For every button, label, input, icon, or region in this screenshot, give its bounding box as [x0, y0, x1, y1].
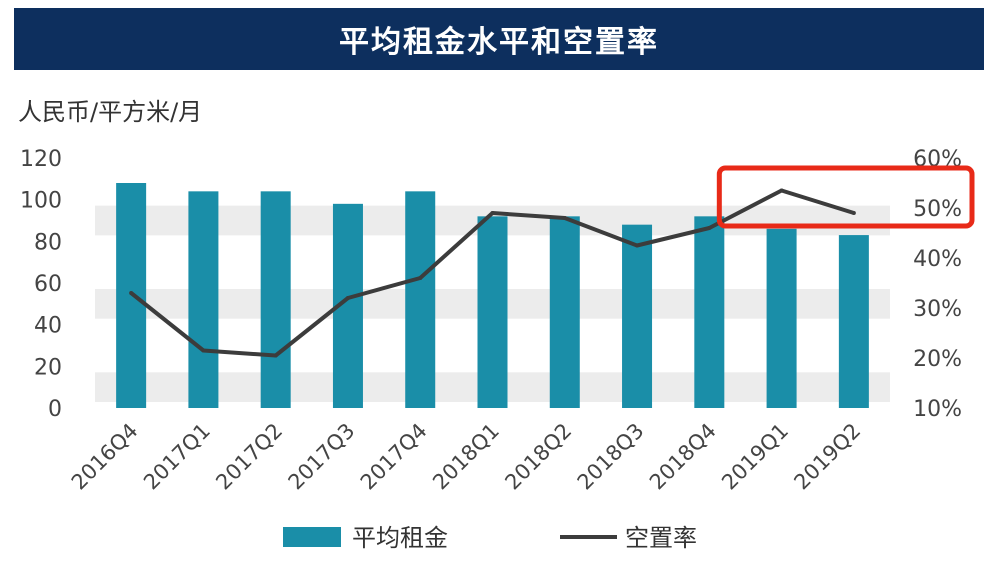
x-tick-label: 2017Q1: [139, 419, 215, 495]
chart-title: 平均租金水平和空置率: [14, 8, 984, 70]
bar-series: [116, 183, 869, 408]
right-tick-label: 30%: [913, 297, 962, 322]
right-tick-label: 40%: [913, 247, 962, 272]
x-tick-label: 2017Q3: [284, 419, 360, 495]
bar-2017Q1: [188, 191, 219, 408]
x-tick-label: 2019Q1: [717, 419, 793, 495]
legend-line-label: 空置率: [625, 524, 697, 552]
bar-2018Q2: [549, 216, 580, 408]
left-tick-label: 100: [20, 189, 62, 214]
bar-2019Q1: [766, 228, 797, 408]
legend-bar-label: 平均租金: [352, 524, 448, 552]
left-tick-label: 80: [34, 230, 62, 255]
x-tick-label: 2018Q3: [573, 419, 649, 495]
x-axis: 2016Q42017Q12017Q22017Q32017Q42018Q12018…: [67, 419, 866, 495]
left-axis: 0 20 40 60 80 100 120: [20, 147, 62, 422]
bar-2019Q2: [838, 235, 869, 408]
bar-2018Q3: [622, 224, 653, 408]
line-point-2018Q2: [562, 216, 567, 220]
line-point-2017Q2: [273, 353, 278, 358]
left-tick-label: 20: [34, 355, 62, 380]
bar-2017Q2: [260, 191, 291, 408]
line-point-2018Q3: [635, 243, 640, 248]
x-tick-label: 2018Q2: [500, 419, 576, 495]
y-axis-unit-label: 人民币/平方米/月: [18, 98, 203, 126]
bar-2018Q1: [477, 216, 508, 408]
x-tick-label: 2018Q4: [645, 419, 721, 495]
x-tick-label: 2016Q4: [67, 419, 143, 495]
line-point-2019Q1: [779, 188, 784, 193]
left-tick-label: 40: [34, 314, 62, 339]
line-point-2019Q2: [851, 211, 856, 215]
line-point-2018Q4: [707, 226, 712, 230]
x-tick-label: 2017Q4: [356, 419, 432, 495]
line-point-2016Q4: [129, 291, 134, 295]
line-series-group: [129, 188, 856, 358]
line-point-2017Q4: [418, 276, 423, 280]
right-tick-label: 50%: [913, 197, 962, 222]
legend: 平均租金 空置率: [283, 524, 697, 552]
bar-2017Q4: [405, 191, 436, 408]
line-point-2017Q3: [345, 296, 350, 300]
legend-bar-swatch: [283, 527, 341, 547]
left-tick-label: 60: [34, 272, 62, 297]
left-tick-label: 120: [20, 147, 62, 172]
right-tick-label: 20%: [913, 347, 962, 372]
line-point-2018Q1: [490, 211, 495, 215]
x-tick-label: 2019Q2: [789, 419, 865, 495]
highlight-annotation: [716, 165, 975, 229]
x-tick-label: 2018Q1: [428, 419, 504, 495]
chart-title-text: 平均租金水平和空置率: [339, 25, 659, 60]
left-tick-label: 0: [48, 397, 62, 422]
x-tick-label: 2017Q2: [211, 419, 287, 495]
line-point-2017Q1: [201, 348, 206, 353]
right-axis: 10%20%30%40%50%60%: [913, 147, 962, 422]
bar-2018Q4: [694, 216, 725, 408]
highlight-box: [716, 165, 975, 229]
right-tick-label: 10%: [913, 397, 962, 422]
